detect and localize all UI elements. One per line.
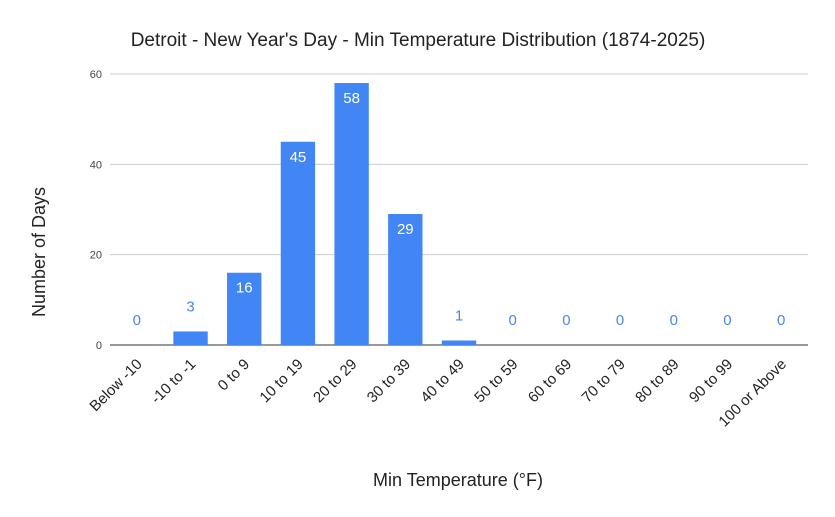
x-tick-label: 40 to 49: [417, 356, 467, 406]
x-tick-label: 60 to 69: [525, 356, 575, 406]
data-label: 0: [777, 312, 785, 329]
data-label: 0: [670, 312, 678, 329]
x-tick-label: 10 to 19: [256, 356, 306, 406]
y-tick-label: 20: [90, 250, 102, 262]
bar: [441, 340, 477, 345]
bar: [280, 141, 316, 345]
data-label: 0: [616, 312, 624, 329]
data-labels: 0 3 16 45 58 29 1 0 0 0 0 0 0: [133, 90, 786, 329]
data-label: 0: [723, 312, 731, 329]
bars: [173, 83, 477, 346]
data-label: 3: [186, 298, 194, 315]
data-label: 0: [509, 312, 517, 329]
x-tick-label: 30 to 39: [364, 356, 414, 406]
x-tick-label: -10 to -1: [148, 356, 200, 408]
data-label: 58: [343, 90, 360, 107]
y-tick-label: 40: [90, 159, 102, 171]
gridlines: [110, 73, 808, 346]
bar: [227, 272, 262, 345]
x-tick-label: 20 to 29: [310, 356, 360, 406]
x-tick-label: 80 to 89: [632, 356, 682, 406]
bar: [388, 214, 423, 345]
x-tick-label: 90 to 99: [686, 356, 736, 406]
chart-title: Detroit - New Year's Day - Min Temperatu…: [131, 30, 706, 51]
y-axis-ticks: 0 20 40 60: [90, 69, 102, 352]
y-axis-title: Number of Days: [29, 187, 49, 317]
data-label: 16: [236, 280, 253, 297]
data-label: 0: [562, 312, 570, 329]
bar: [173, 331, 208, 345]
data-label: 45: [290, 149, 307, 166]
x-tick-label: 50 to 59: [471, 356, 521, 406]
x-tick-label: 0 to 9: [214, 356, 253, 395]
data-label: 1: [455, 307, 463, 324]
x-tick-label: 70 to 79: [579, 356, 629, 406]
x-axis-ticks: Below -10 -10 to -1 0 to 9 10 to 19 20 to 29…: [86, 356, 789, 431]
x-axis-title: Min Temperature (°F): [373, 470, 543, 490]
y-tick-label: 60: [90, 69, 102, 81]
bar: [334, 83, 369, 346]
data-label: 29: [397, 221, 414, 238]
x-tick-label: Below -10: [86, 356, 145, 415]
y-tick-label: 0: [96, 340, 102, 352]
data-label: 0: [133, 312, 141, 329]
